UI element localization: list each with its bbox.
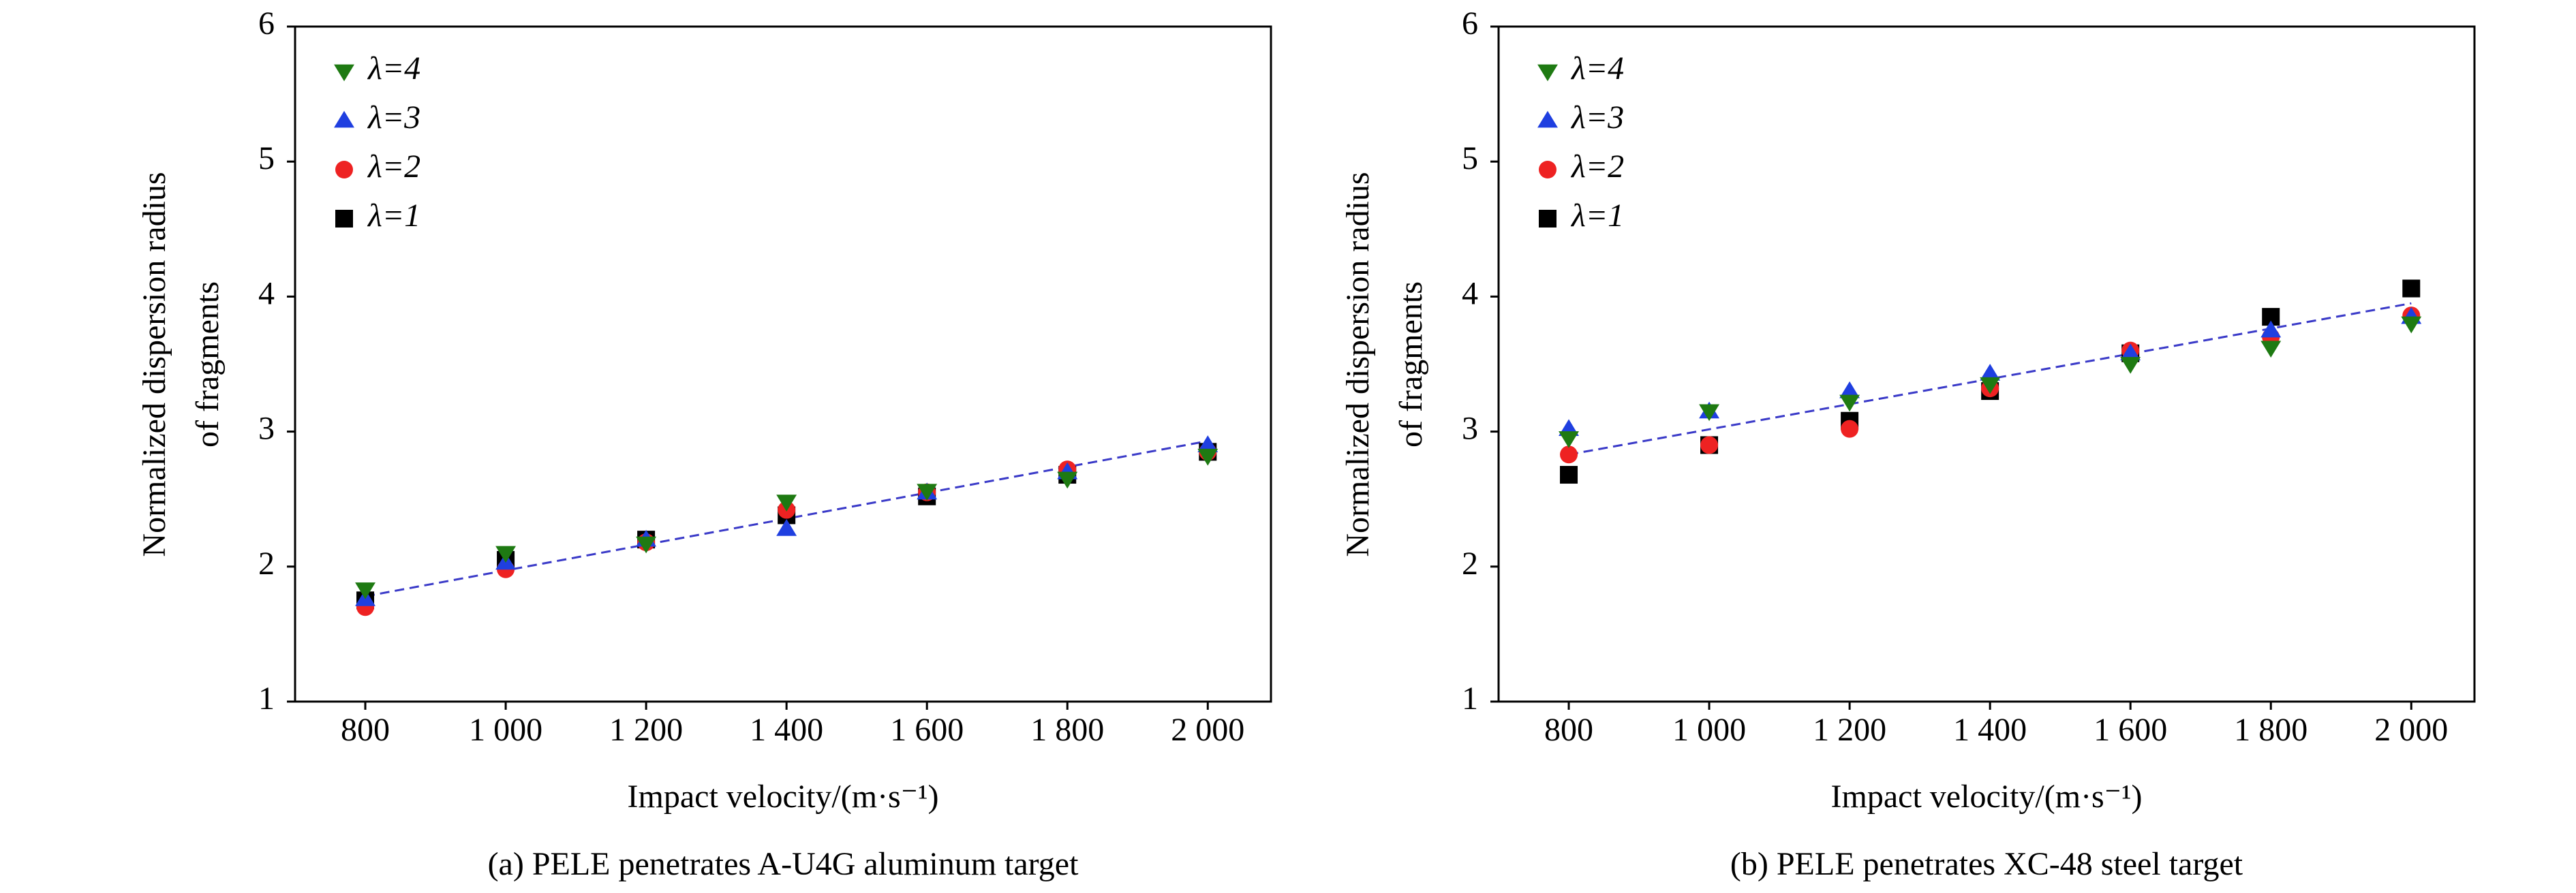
x-tick-label: 1 000 (469, 712, 542, 748)
marker (1980, 364, 2001, 381)
y-axis-title: of fragments (189, 281, 226, 448)
marker (2120, 357, 2141, 374)
legend-marker (1537, 64, 1558, 82)
y-tick-label: 3 (258, 411, 275, 447)
legend-marker (335, 210, 353, 228)
marker (636, 536, 657, 554)
y-axis-title: of fragments (1393, 281, 1429, 448)
y-tick-label: 1 (258, 680, 275, 717)
x-tick-label: 2 000 (2374, 712, 2448, 748)
marker (2120, 343, 2141, 361)
x-tick-label: 1 400 (1953, 712, 2027, 748)
x-tick-label: 1 600 (890, 712, 964, 748)
y-axis-title: Normalized dispersion radius (136, 172, 172, 557)
x-tick-label: 800 (1544, 712, 1593, 748)
marker (1841, 420, 1859, 438)
y-tick-label: 5 (258, 140, 275, 176)
legend-marker (1539, 161, 1557, 178)
y-tick-label: 2 (258, 546, 275, 582)
x-tick-label: 1 200 (609, 712, 683, 748)
x-tick-label: 1 800 (1030, 712, 1104, 748)
legend-label: λ=2 (1570, 148, 1624, 185)
y-tick-label: 5 (1462, 140, 1478, 176)
marker (1197, 435, 1218, 452)
legend-marker (334, 110, 354, 128)
legend-label: λ=1 (367, 198, 420, 234)
marker (495, 546, 517, 563)
marker (1980, 377, 2001, 394)
legend-marker (1539, 210, 1557, 228)
x-tick-label: 800 (341, 712, 390, 748)
y-axis-title: Normalized dispersion radius (1340, 172, 1376, 557)
y-tick-label: 6 (258, 5, 275, 42)
caption: (a) PELE penetrates A-U4G aluminum targe… (488, 846, 1079, 882)
marker (1839, 394, 1860, 412)
marker (1839, 381, 1860, 398)
marker (2260, 320, 2282, 338)
marker (1560, 445, 1578, 464)
legend-label: λ=4 (367, 50, 420, 87)
legend-label: λ=1 (1570, 198, 1624, 234)
y-tick-label: 2 (1462, 546, 1478, 582)
marker (1197, 448, 1218, 466)
marker (2260, 341, 2282, 358)
plot-frame (294, 25, 1272, 703)
legend-marker (334, 64, 354, 82)
legend-marker (1537, 110, 1558, 128)
legend-label: λ=3 (1570, 99, 1624, 136)
legend-label: λ=4 (1570, 50, 1624, 87)
marker (2401, 316, 2422, 334)
y-tick-label: 1 (1462, 680, 1478, 717)
x-tick-label: 1 200 (1813, 712, 1886, 748)
x-tick-label: 1 800 (2234, 712, 2307, 748)
plot-frame (1497, 25, 2476, 703)
marker (355, 582, 375, 599)
marker (1699, 404, 1720, 422)
x-tick-label: 1 400 (750, 712, 823, 748)
x-axis-title: Impact velocity/(m·s⁻¹) (628, 779, 939, 815)
marker (776, 519, 797, 536)
y-tick-label: 4 (1462, 275, 1478, 311)
y-tick-label: 4 (258, 275, 275, 311)
marker (1057, 471, 1078, 489)
x-axis-title: Impact velocity/(m·s⁻¹) (1831, 779, 2143, 815)
x-tick-label: 1 600 (2094, 712, 2167, 748)
legend-label: λ=2 (367, 148, 420, 185)
x-tick-label: 1 000 (1672, 712, 1746, 748)
legend-marker (335, 161, 353, 178)
marker (776, 495, 797, 512)
x-tick-label: 2 000 (1171, 712, 1244, 748)
y-tick-label: 6 (1462, 5, 1478, 42)
legend-label: λ=3 (367, 99, 420, 136)
marker (2402, 279, 2421, 298)
marker (1559, 431, 1579, 448)
marker (1560, 466, 1578, 484)
y-tick-label: 3 (1462, 411, 1478, 447)
caption: (b) PELE penetrates XC-48 steel target (1730, 846, 2243, 882)
marker (917, 484, 938, 501)
marker (1700, 436, 1719, 454)
